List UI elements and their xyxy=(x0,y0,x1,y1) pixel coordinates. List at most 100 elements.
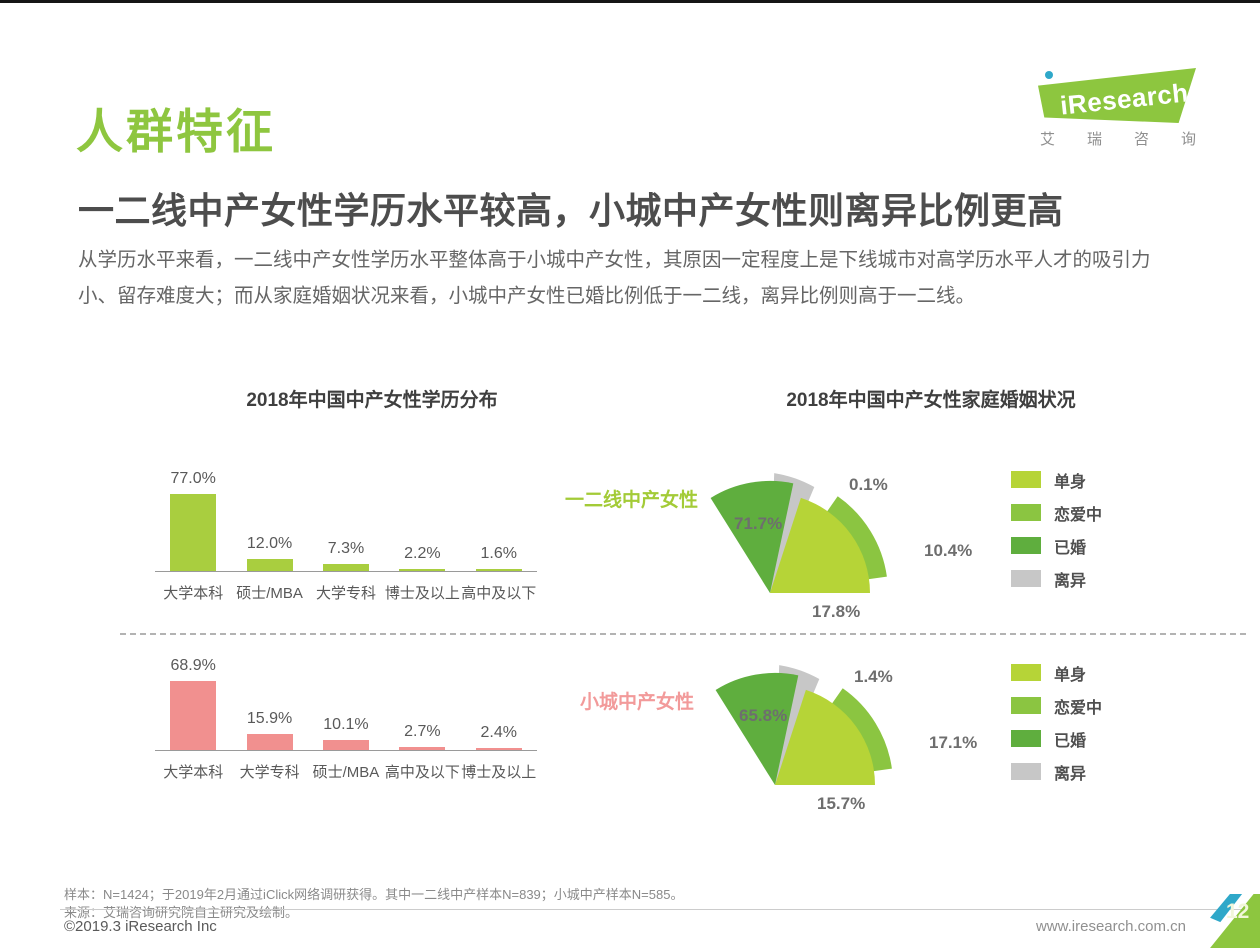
bar-value-label: 2.2% xyxy=(404,544,441,562)
bar-column: 12.0% xyxy=(231,535,307,571)
bar-column: 2.4% xyxy=(461,724,537,750)
body-paragraph: 从学历水平来看，一二线中产女性学历水平整体高于小城中产女性，其原因一定程度上是下… xyxy=(78,248,1151,307)
legend-item: 单身 xyxy=(1011,664,1102,684)
category-labels: 大学本科 大学专科 硕士/MBA 高中及以下 博士及以上 xyxy=(155,751,537,782)
petal-married xyxy=(710,480,794,593)
category-label: 博士及以上 xyxy=(384,585,460,602)
petal-married xyxy=(715,672,799,785)
bar xyxy=(322,563,369,571)
legend-label: 离异 xyxy=(1054,572,1087,590)
legend-item: 恋爱中 xyxy=(1011,504,1102,524)
bar-column: 7.3% xyxy=(308,540,384,571)
bar xyxy=(399,568,446,571)
bar-value-label: 15.9% xyxy=(246,710,293,728)
source-note: 来源：艾瑞咨询研究院自主研究及绘制。 xyxy=(64,905,299,920)
bar-column: 1.6% xyxy=(461,545,537,571)
education-chart-title: 2018年中国中产女性学历分布 xyxy=(246,390,498,411)
bar-value-label: 68.9% xyxy=(170,657,216,675)
category-labels: 大学本科 硕士/MBA 大学专科 博士及以上 高中及以下 xyxy=(155,572,537,603)
bar-value-label: 2.7% xyxy=(404,723,441,741)
logo-char: 瑞 xyxy=(1086,131,1102,148)
rose-petals xyxy=(710,473,887,593)
bar-column: 2.2% xyxy=(384,545,460,571)
legend-swatch xyxy=(1011,537,1041,554)
category-label: 硕士/MBA xyxy=(236,585,303,602)
legend-label: 恋爱中 xyxy=(1054,506,1103,524)
relationship-value-label: 10.4% xyxy=(924,541,973,560)
bar xyxy=(170,681,217,750)
bar xyxy=(475,569,522,571)
bar-column: 2.7% xyxy=(384,723,460,750)
category-label: 博士及以上 xyxy=(461,764,537,781)
bar-column: 10.1% xyxy=(308,716,384,750)
single-value-label: 17.8% xyxy=(812,602,861,621)
legend-item: 单身 xyxy=(1011,471,1102,491)
logo-i-dot-icon xyxy=(1045,71,1053,79)
bar-value-label: 7.3% xyxy=(327,539,365,557)
category-label: 大学专科 xyxy=(239,764,300,781)
legend-label: 单身 xyxy=(1054,473,1087,491)
legend-label: 离异 xyxy=(1054,765,1087,783)
bar-column: 77.0% xyxy=(155,470,231,571)
logo-brand-text: iResearch xyxy=(1058,77,1190,121)
bar-column: 68.9% xyxy=(155,657,231,750)
page-number-badge: 12 xyxy=(1196,894,1260,948)
legend-label: 恋爱中 xyxy=(1054,699,1103,717)
bar xyxy=(475,747,522,750)
legend-label: 已婚 xyxy=(1054,732,1087,750)
section-headline: 一二线中产女性学历水平较高，小城中产女性则离异比例更高 xyxy=(78,189,1064,231)
legend-swatch xyxy=(1011,697,1041,714)
legend-item: 离异 xyxy=(1011,763,1102,783)
marriage-rosechart-smallcity: 65.8% 1.4% 17.1% 15.7% xyxy=(705,643,997,819)
category-label: 硕士/MBA xyxy=(312,764,380,781)
legend-item: 已婚 xyxy=(1011,537,1102,557)
bar-value-label: 10.1% xyxy=(323,715,369,733)
logo-char: 咨 xyxy=(1133,131,1149,148)
page-number: 12 xyxy=(1226,900,1250,923)
education-barchart-smallcity: 68.9% 15.9% 10.1% 2.7% 2.4% 大学本科 大学专科 硕士/MBA 高中… xyxy=(155,637,537,782)
legend-item: 已婚 xyxy=(1011,730,1102,750)
category-label: 高中及以下 xyxy=(384,764,460,781)
legend-swatch xyxy=(1011,570,1041,587)
married-value-label: 71.7% xyxy=(734,514,783,533)
legend-swatch xyxy=(1011,504,1041,521)
category-label: 大学专科 xyxy=(315,585,376,602)
legend-swatch xyxy=(1011,763,1041,780)
bar-value-label: 2.4% xyxy=(480,723,517,741)
top-border xyxy=(0,0,1260,3)
bars-area: 68.9% 15.9% 10.1% 2.7% 2.4% xyxy=(155,637,537,751)
single-value-label: 15.7% xyxy=(817,794,866,813)
petal-single xyxy=(770,497,870,593)
copyright-text: ©2019.3 iResearch Inc xyxy=(64,918,217,935)
rose-petals xyxy=(715,665,892,785)
divorced-value-label: 1.4% xyxy=(854,667,893,686)
legend-swatch xyxy=(1011,664,1041,681)
bar xyxy=(170,494,217,571)
category-label: 大学本科 xyxy=(163,764,224,781)
bar-value-label: 77.0% xyxy=(170,470,216,487)
bar xyxy=(246,734,293,750)
bar xyxy=(399,747,446,750)
group-label-smallcity: 小城中产女性 xyxy=(580,692,695,713)
logo-char: 询 xyxy=(1180,131,1196,148)
legend-item: 恋爱中 xyxy=(1011,697,1102,717)
website-link[interactable]: www.iresearch.com.cn xyxy=(1035,918,1186,935)
category-label: 高中及以下 xyxy=(461,585,537,602)
legend-swatch xyxy=(1011,730,1041,747)
logo-chinese-name: 艾 瑞 咨 询 xyxy=(1040,128,1196,149)
page-title: 人群特征 xyxy=(76,105,276,159)
footer-divider xyxy=(60,909,1246,910)
bar xyxy=(246,559,293,571)
bar-column: 15.9% xyxy=(231,710,307,750)
legend-label: 已婚 xyxy=(1054,539,1087,557)
logo-char: 艾 xyxy=(1040,131,1056,148)
married-value-label: 65.8% xyxy=(739,706,788,725)
divorced-value-label: 0.1% xyxy=(849,475,888,494)
bar-value-label: 12.0% xyxy=(246,535,293,552)
legend-swatch xyxy=(1011,471,1041,488)
category-label: 大学本科 xyxy=(163,585,224,602)
logo-parallelogram: iResearch xyxy=(1038,68,1196,123)
bar-value-label: 1.6% xyxy=(480,545,517,563)
marriage-legend-bottom: 单身恋爱中已婚离异 xyxy=(1011,664,1102,783)
